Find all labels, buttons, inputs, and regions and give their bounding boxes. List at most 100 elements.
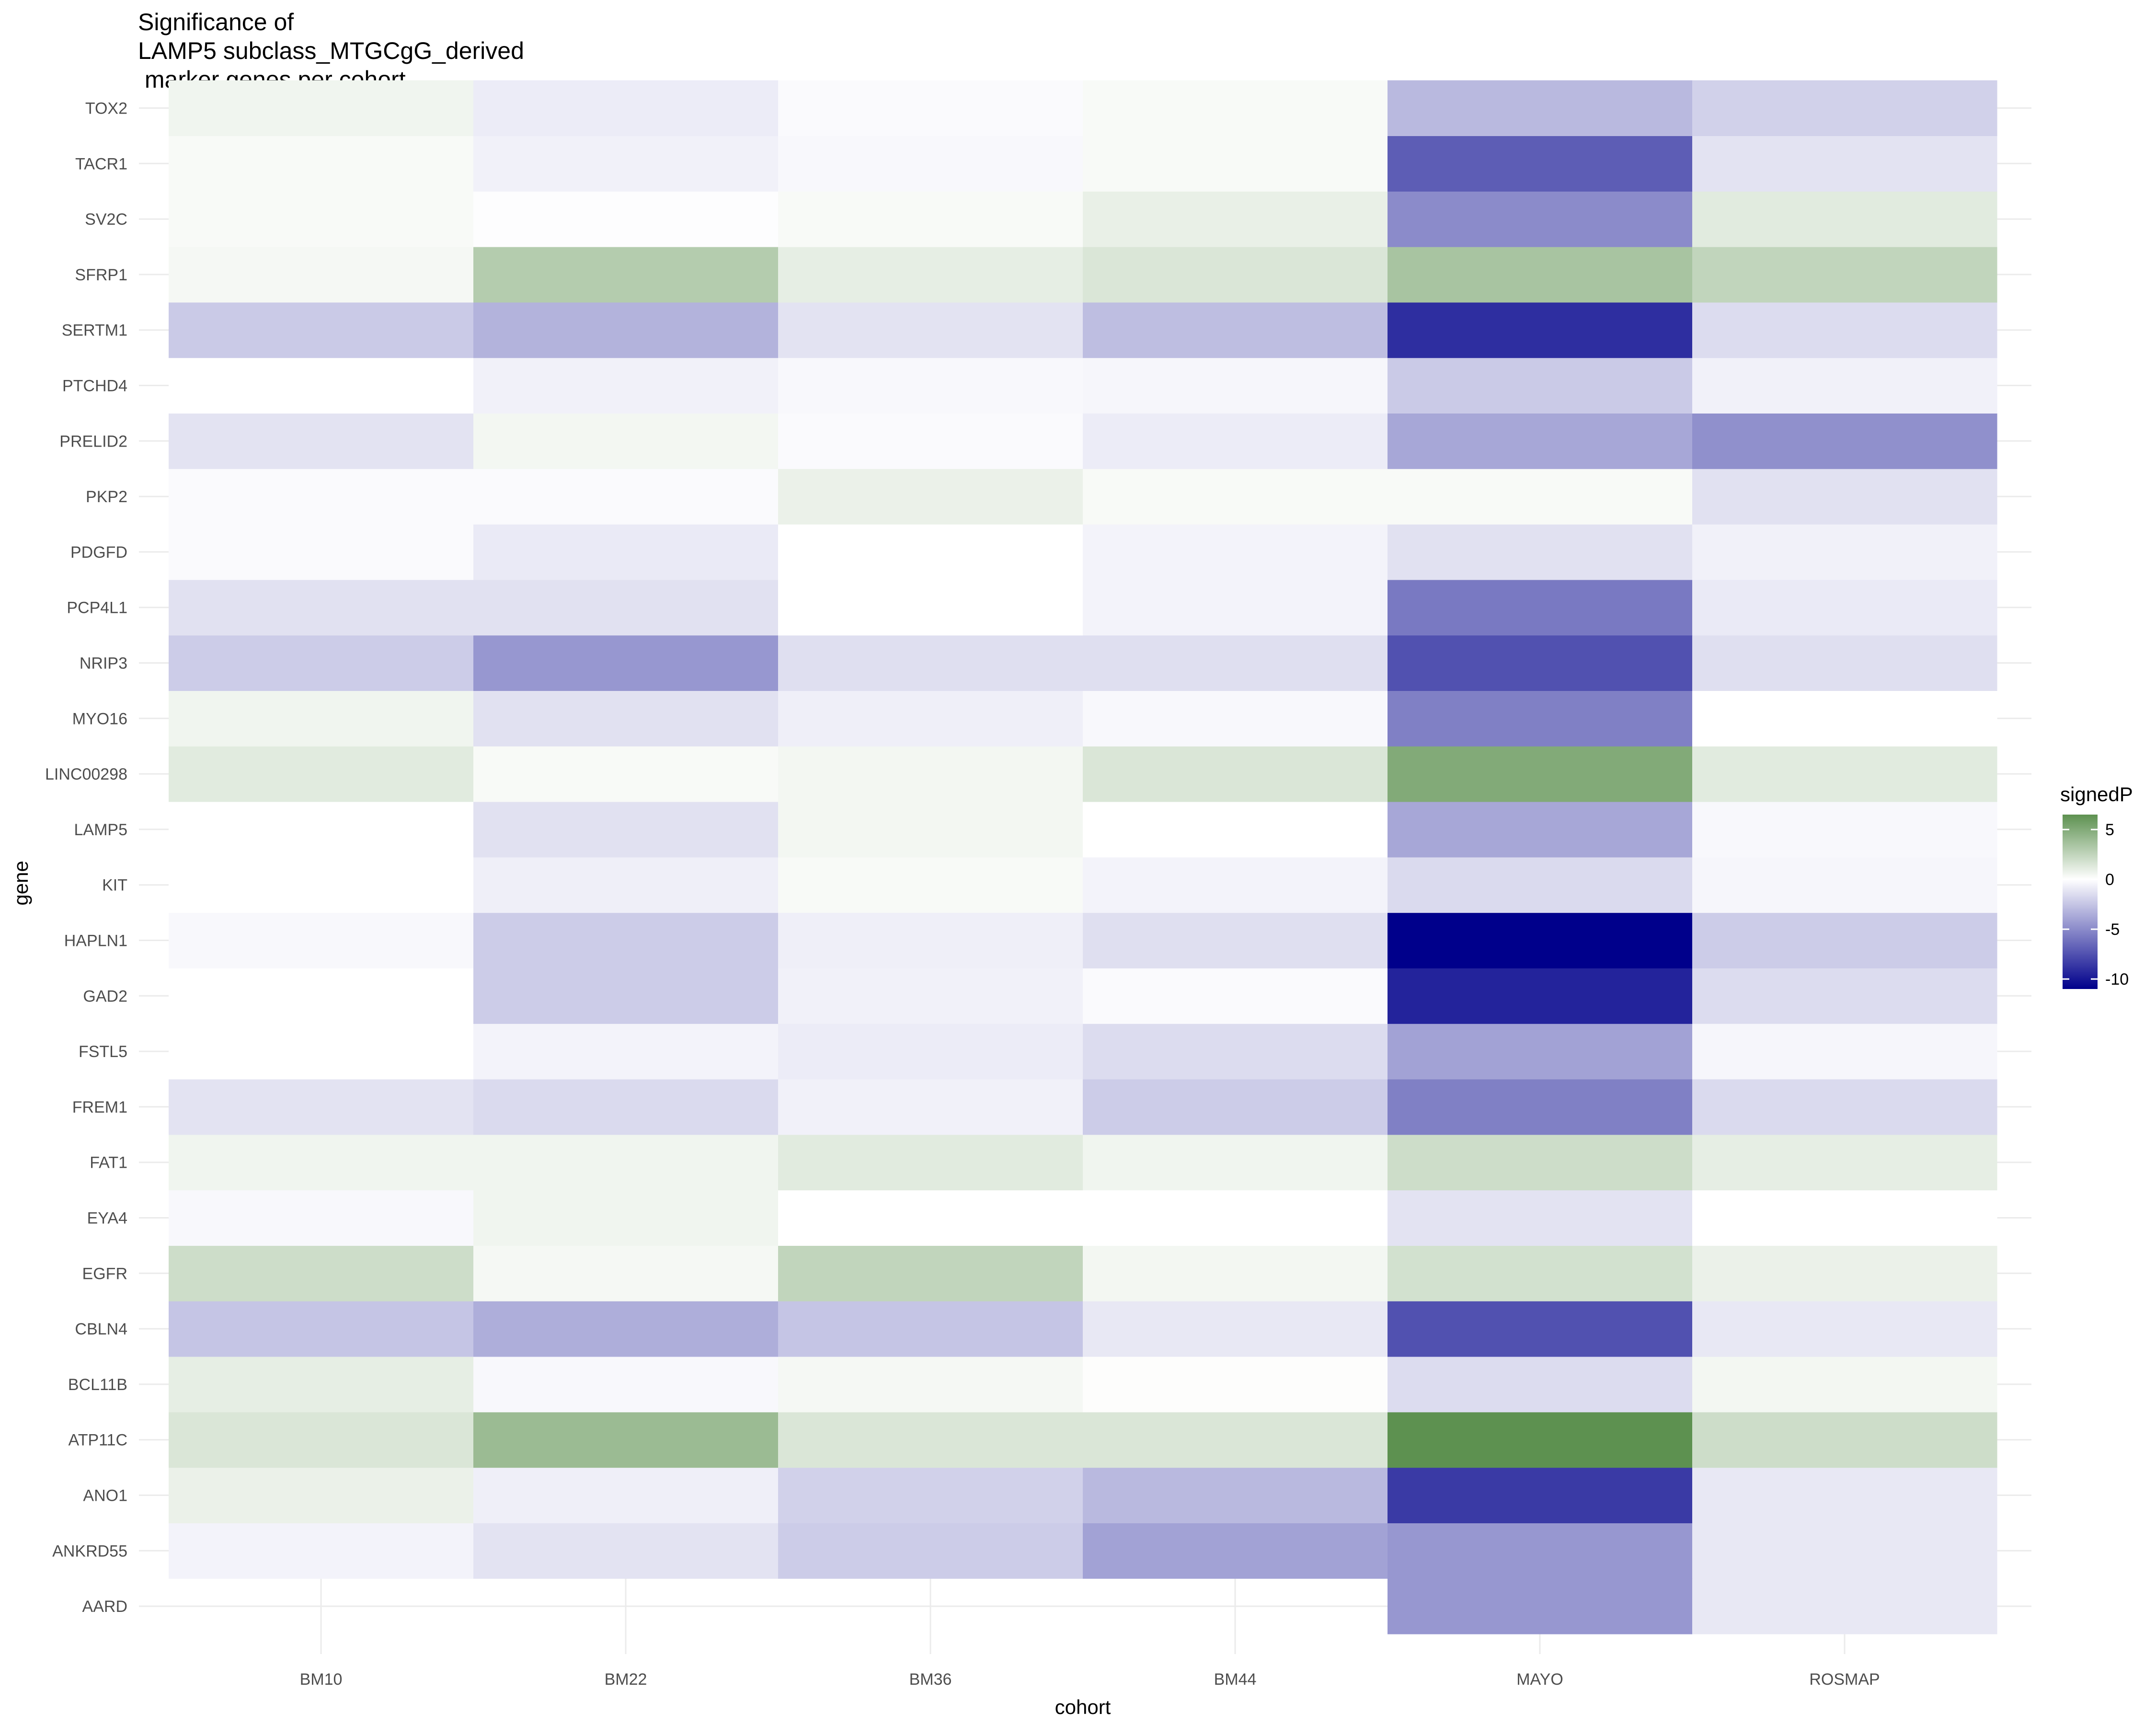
- y-tick-label: GAD2: [83, 987, 127, 1005]
- heatmap-cell-SFRP1-BM22: [473, 247, 779, 303]
- heatmap-cell-SERTM1-MAYO: [1388, 302, 1693, 358]
- heatmap-cell-FAT1-BM10: [169, 1134, 474, 1191]
- heatmap-cell-LAMP5-ROSMAP: [1692, 802, 1997, 858]
- heatmap-cell-TACR1-BM36: [778, 136, 1083, 192]
- y-tick-label: PRELID2: [59, 432, 127, 450]
- heatmap-cell-SERTM1-BM22: [473, 302, 779, 358]
- y-tick-label: PCP4L1: [67, 599, 127, 617]
- heatmap-cell-ANO1-MAYO: [1388, 1467, 1693, 1523]
- heatmap-cell-SERTM1-BM36: [778, 302, 1083, 358]
- heatmap-cell-ATP11C-BM44: [1083, 1412, 1388, 1468]
- heatmap-cell-KIT-BM44: [1083, 857, 1388, 913]
- heatmap-cell-CBLN4-BM10: [169, 1301, 474, 1357]
- heatmap-cell-TOX2-ROSMAP: [1692, 80, 1997, 136]
- heatmap-cell-CBLN4-BM36: [778, 1301, 1083, 1357]
- y-tick-label: NRIP3: [80, 655, 127, 673]
- heatmap-cell-PCP4L1-BM36: [778, 579, 1083, 636]
- heatmap-cell-GAD2-ROSMAP: [1692, 968, 1997, 1024]
- heatmap-cell-NRIP3-BM44: [1083, 635, 1388, 691]
- y-tick-label: TACR1: [75, 155, 127, 173]
- heatmap-cell-ANKRD55-BM44: [1083, 1523, 1388, 1579]
- heatmap-cell-ANO1-BM22: [473, 1467, 779, 1523]
- heatmap-cell-NRIP3-BM22: [473, 635, 779, 691]
- heatmap-cell-PKP2-BM10: [169, 469, 474, 525]
- y-tick-label: LAMP5: [74, 821, 128, 839]
- heatmap-cell-FREM1-BM10: [169, 1079, 474, 1135]
- y-tick-label: FAT1: [90, 1154, 127, 1172]
- heatmap-cell-PTCHD4-BM36: [778, 357, 1083, 414]
- color-legend: signedP 5 0 -5 -10: [2060, 783, 2133, 989]
- heatmap-cell-TOX2-BM36: [778, 80, 1083, 136]
- heatmap-cell-FREM1-BM36: [778, 1079, 1083, 1135]
- heatmap-cell-EYA4-BM36: [778, 1190, 1083, 1246]
- heatmap-cell-GAD2-MAYO: [1388, 968, 1693, 1024]
- heatmap-cell-KIT-ROSMAP: [1692, 857, 1997, 913]
- heatmap-cell-FREM1-ROSMAP: [1692, 1079, 1997, 1135]
- heatmap-cell-TACR1-MAYO: [1388, 136, 1693, 192]
- heatmap-cell-TACR1-BM10: [169, 136, 474, 192]
- heatmap-cell-SV2C-ROSMAP: [1692, 191, 1997, 247]
- heatmap-cell-EYA4-MAYO: [1388, 1190, 1693, 1246]
- legend-title: signedP: [2060, 783, 2133, 805]
- heatmap-cell-MYO16-BM22: [473, 690, 779, 747]
- heatmap-cell-SV2C-BM10: [169, 191, 474, 247]
- heatmap-cell-MYO16-BM36: [778, 690, 1083, 747]
- heatmap-cell-PTCHD4-ROSMAP: [1692, 357, 1997, 414]
- y-tick-label: CBLN4: [75, 1320, 127, 1338]
- heatmap-cell-LAMP5-BM22: [473, 802, 779, 858]
- heatmap-cell-GAD2-BM36: [778, 968, 1083, 1024]
- heatmap-cell-KIT-BM10: [169, 857, 474, 913]
- heatmap-cell-HAPLN1-MAYO: [1388, 912, 1693, 968]
- heatmap-cell-FSTL5-MAYO: [1388, 1024, 1693, 1080]
- heatmap-cell-PKP2-BM22: [473, 469, 779, 525]
- colorbar: [2063, 815, 2098, 989]
- heatmap-cell-TOX2-MAYO: [1388, 80, 1693, 136]
- y-tick-label: MYO16: [72, 710, 127, 728]
- heatmap-cell-TACR1-BM44: [1083, 136, 1388, 192]
- colorbar-tick-label: 5: [2105, 821, 2114, 839]
- x-tick-label: BM10: [300, 1670, 343, 1689]
- x-tick-label: MAYO: [1516, 1670, 1563, 1689]
- heatmap-cell-GAD2-BM44: [1083, 968, 1388, 1024]
- heatmap-cell-EYA4-BM10: [169, 1190, 474, 1246]
- heatmap-cell-FREM1-MAYO: [1388, 1079, 1693, 1135]
- heatmap-cell-BCL11B-BM44: [1083, 1357, 1388, 1413]
- heatmap-cell-PKP2-BM44: [1083, 469, 1388, 525]
- heatmap-cell-LINC00298-BM22: [473, 746, 779, 802]
- heatmap-cell-MYO16-BM10: [169, 690, 474, 747]
- heatmap-cell-CBLN4-BM44: [1083, 1301, 1388, 1357]
- heatmap-cell-PDGFD-BM10: [169, 524, 474, 580]
- heatmap-cell-CBLN4-ROSMAP: [1692, 1301, 1997, 1357]
- heatmap-cell-PRELID2-BM22: [473, 413, 779, 469]
- heatmap-cell-FREM1-BM44: [1083, 1079, 1388, 1135]
- heatmap-cell-ANKRD55-BM36: [778, 1523, 1083, 1579]
- colorbar-tick-label: 0: [2105, 871, 2114, 889]
- heatmap-cell-FSTL5-ROSMAP: [1692, 1024, 1997, 1080]
- heatmap-cell-EGFR-ROSMAP: [1692, 1245, 1997, 1301]
- y-tick-label: FREM1: [72, 1098, 127, 1116]
- heatmap-cell-PRELID2-ROSMAP: [1692, 413, 1997, 469]
- y-tick-label: KIT: [102, 876, 127, 895]
- y-tick-label: BCL11B: [68, 1376, 127, 1394]
- heatmap-cell-KIT-BM22: [473, 857, 779, 913]
- heatmap-cell-EYA4-BM44: [1083, 1190, 1388, 1246]
- heatmap-cell-ATP11C-BM36: [778, 1412, 1083, 1468]
- heatmap-cell-MYO16-MAYO: [1388, 690, 1693, 747]
- heatmap-cell-NRIP3-BM36: [778, 635, 1083, 691]
- heatmap-cell-LAMP5-BM44: [1083, 802, 1388, 858]
- heatmap-cell-SV2C-BM36: [778, 191, 1083, 247]
- heatmap-cell-TOX2-BM22: [473, 80, 779, 136]
- heatmap-cell-NRIP3-MAYO: [1388, 635, 1693, 691]
- heatmap-cell-EGFR-BM44: [1083, 1245, 1388, 1301]
- heatmap-cell-BCL11B-BM36: [778, 1357, 1083, 1413]
- heatmap-cell-BCL11B-BM22: [473, 1357, 779, 1413]
- heatmap-cell-HAPLN1-BM44: [1083, 912, 1388, 968]
- heatmap-cell-ANKRD55-BM10: [169, 1523, 474, 1579]
- heatmap-cell-KIT-BM36: [778, 857, 1083, 913]
- heatmap-cell-GAD2-BM10: [169, 968, 474, 1024]
- y-tick-label: EGFR: [82, 1265, 127, 1283]
- y-tick-label: AARD: [82, 1598, 127, 1616]
- heatmap-cell-FREM1-BM22: [473, 1079, 779, 1135]
- heatmap-cell-ATP11C-BM22: [473, 1412, 779, 1468]
- heatmap-cell-ANO1-BM10: [169, 1467, 474, 1523]
